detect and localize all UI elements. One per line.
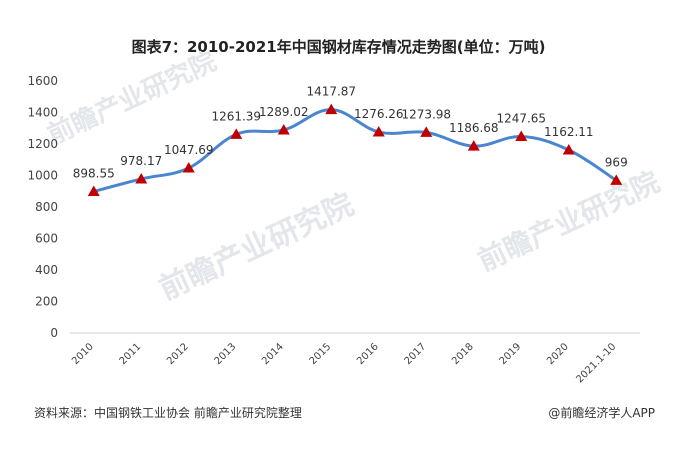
chart-title: 图表7：2010-2021年中国钢材库存情况走势图(单位：万吨) [131, 38, 546, 56]
data-label: 978.17 [120, 154, 162, 168]
y-tick-label: 1600 [27, 74, 58, 88]
data-label: 1047.69 [164, 143, 214, 157]
x-axis: 2010 2011 2012 2013 2014 2015 2016 2017 2018 2019… [70, 332, 640, 385]
y-tick-label: 0 [50, 326, 58, 340]
data-label: 1162.11 [544, 125, 594, 139]
data-label: 1417.87 [306, 85, 356, 99]
y-tick-label: 800 [35, 200, 58, 214]
y-tick-label: 400 [35, 263, 58, 277]
data-point-marker [515, 130, 528, 141]
y-tick-label: 1200 [27, 137, 58, 151]
y-tick-label: 200 [35, 295, 58, 309]
x-tick-label: 2011 [118, 341, 144, 367]
data-point-marker [372, 125, 385, 137]
source-note: 资料来源：中国钢铁工业协会 前瞻产业研究院整理 [34, 406, 302, 420]
x-tick-label: 2013 [213, 341, 239, 367]
data-label: 1289.02 [259, 105, 309, 119]
data-label: 969 [605, 155, 628, 169]
brand-note: @前瞻经济学人APP [548, 406, 655, 420]
series-layer [87, 103, 623, 196]
x-tick-label: 2016 [355, 341, 381, 367]
x-tick-label: 2012 [165, 341, 191, 367]
x-tick-label: 2018 [450, 341, 476, 367]
x-tick-label: 2014 [260, 341, 286, 367]
y-tick-label: 600 [35, 232, 58, 246]
data-point-marker [230, 128, 243, 139]
data-point-marker [562, 143, 575, 155]
data-label: 898.55 [73, 166, 115, 180]
data-point-marker [467, 140, 480, 151]
data-point-marker [182, 161, 195, 173]
y-tick-label: 1000 [27, 169, 58, 183]
x-tick-label: 2021.1-10 [574, 341, 618, 385]
y-tick-label: 1400 [27, 106, 58, 120]
y-axis: 0 200 400 600 800 1000 1200 1400 1600 [27, 74, 58, 340]
data-point-marker [277, 123, 290, 135]
x-tick-label: 2020 [545, 341, 571, 367]
x-tick-label: 2015 [308, 341, 334, 367]
data-label: 1247.65 [496, 111, 546, 125]
data-label: 1276.26 [354, 107, 404, 121]
data-point-marker [420, 126, 433, 137]
data-point-marker [610, 174, 623, 185]
x-tick-label: 2010 [70, 341, 96, 367]
x-tick-label: 2017 [403, 341, 429, 367]
data-point-marker [135, 172, 148, 184]
data-label: 1273.98 [401, 107, 451, 121]
data-label: 1186.68 [449, 121, 499, 135]
data-point-marker [87, 185, 100, 196]
x-tick-label: 2019 [498, 341, 524, 367]
data-label: 1261.39 [211, 109, 261, 123]
data-point-marker [325, 103, 338, 115]
